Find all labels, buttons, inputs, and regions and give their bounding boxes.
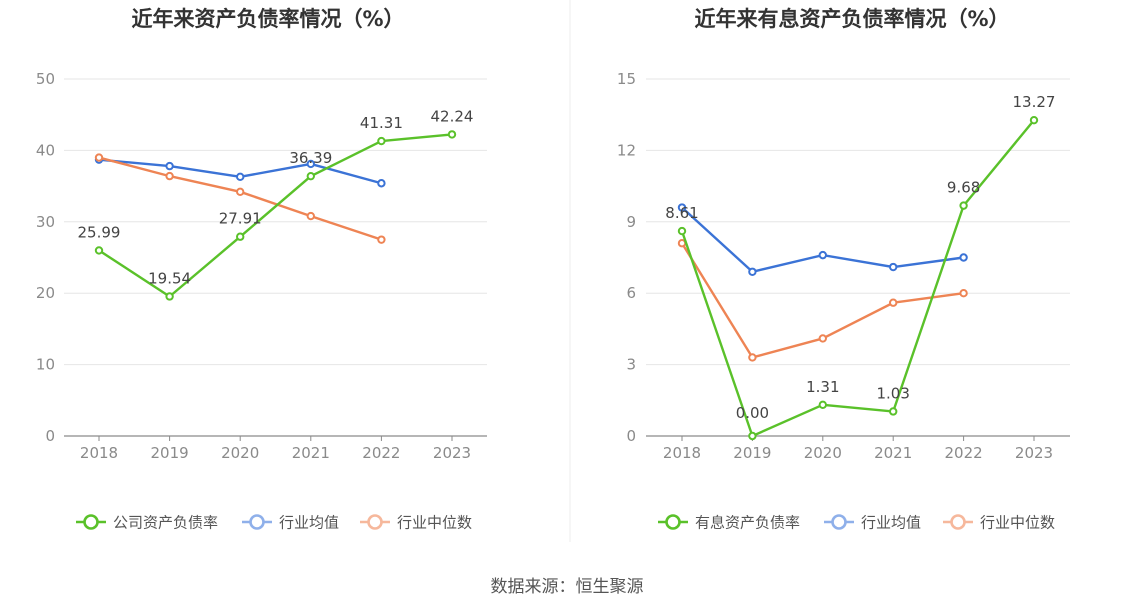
data-point-company-2019: [748, 431, 757, 441]
legend-marker-industry-median: [367, 514, 383, 530]
data-label-2023: 13.27: [1013, 93, 1056, 111]
source-note: 数据来源：恒生聚源: [491, 577, 644, 597]
asset-liability-ratio-chart: 近年来资产负债率情况（%） 0 10 20 30 40 50 2018 2019 2020 2021…: [36, 7, 487, 532]
y-tick-label-6: 6: [626, 284, 636, 302]
chart-title: 近年来有息资产负债率情况（%）: [694, 7, 1009, 31]
legend-item-industry-median: 行业中位数: [943, 514, 1055, 532]
y-tick-label-30: 30: [36, 213, 55, 231]
data-point-industry-average-2022: [377, 179, 386, 188]
x-tick-label-2023: 2023: [1015, 444, 1053, 462]
series-line-company: [680, 119, 1035, 438]
data-point-industry-median-2020: [818, 334, 827, 343]
interest-bearing-liability-ratio-chart: 近年来有息资产负债率情况（%） 0 3 6 9 12 15 2018 2019 2020 2021 2…: [617, 7, 1070, 532]
x-tick-label-2020: 2020: [804, 444, 842, 462]
data-point-industry-median-2022: [377, 235, 386, 244]
y-tick-label-15: 15: [617, 70, 636, 88]
x-tick-label-2022: 2022: [362, 444, 400, 462]
legend-item-company: 有息资产负债率: [658, 514, 800, 532]
data-point-industry-average-2020: [818, 250, 827, 260]
data-point-company-2022: [377, 136, 386, 146]
data-label-2022: 9.68: [947, 179, 980, 197]
y-tick-label-0: 0: [626, 427, 636, 445]
legend-label-industry-average: 行业均值: [861, 514, 921, 532]
x-tick-label-2023: 2023: [433, 444, 471, 462]
legend-marker-industry-median: [950, 514, 966, 530]
x-tick-label-2019: 2019: [733, 444, 771, 462]
legend-label-industry-average: 行业均值: [279, 514, 339, 532]
y-tick-label-50: 50: [36, 70, 55, 88]
legend-item-industry-median: 行业中位数: [360, 514, 472, 532]
y-tick-label-20: 20: [36, 284, 55, 302]
data-point-industry-median-2022: [959, 289, 968, 298]
legend-marker-company: [83, 514, 99, 530]
legend-marker-industry-average: [249, 514, 265, 530]
data-label-2019: 0.00: [736, 404, 769, 422]
data-point-industry-median-2020: [236, 187, 245, 197]
y-tick-label-40: 40: [36, 141, 55, 159]
data-label-2018: 25.99: [78, 223, 121, 241]
y-tick-label-9: 9: [626, 213, 636, 231]
legend-marker-industry-average: [831, 514, 847, 530]
data-point-company-2023: [447, 130, 457, 139]
y-tick-label-10: 10: [36, 356, 55, 374]
legend-item-company: 公司资产负债率: [76, 514, 218, 532]
y-tick-label-3: 3: [626, 356, 636, 374]
data-point-industry-median-2018: [94, 153, 104, 162]
data-point-industry-average-2021: [306, 159, 315, 169]
data-point-company-2022: [959, 201, 968, 210]
y-tick-label-12: 12: [617, 141, 636, 159]
data-point-company-2018: [677, 226, 687, 236]
data-label-2020: 27.91: [219, 210, 262, 228]
data-point-industry-median-2021: [889, 298, 898, 307]
x-tick-label-2021: 2021: [874, 444, 912, 462]
data-point-industry-average-2019: [748, 267, 757, 276]
legend-label-company: 有息资产负债率: [695, 514, 800, 532]
data-label-2022: 41.31: [360, 114, 403, 132]
legend-item-industry-average: 行业均值: [824, 514, 921, 532]
data-point-industry-average-2018: [677, 203, 687, 212]
data-point-industry-median-2021: [306, 211, 315, 221]
data-point-company-2018: [94, 246, 104, 255]
data-label-2023: 42.24: [431, 107, 474, 125]
y-tick-label-0: 0: [45, 427, 55, 445]
x-tick-label-2022: 2022: [945, 444, 983, 462]
data-label-2019: 19.54: [148, 269, 191, 287]
x-tick-label-2020: 2020: [221, 444, 259, 462]
data-point-industry-average-2021: [889, 262, 898, 272]
series-line-industry-average: [681, 206, 964, 273]
data-label-2021: 36.39: [289, 149, 332, 167]
data-point-company-2021: [306, 171, 315, 181]
data-point-company-2019: [165, 292, 174, 301]
legend-label-company: 公司资产负债率: [113, 514, 218, 532]
data-point-company-2021: [889, 407, 898, 416]
x-tick-label-2019: 2019: [151, 444, 189, 462]
legend-label-industry-median: 行业中位数: [397, 514, 472, 532]
x-tick-label-2018: 2018: [663, 444, 701, 462]
series-line-company: [98, 133, 453, 298]
data-point-industry-average-2019: [165, 161, 174, 171]
data-point-industry-median-2019: [748, 353, 757, 362]
data-point-industry-average-2022: [959, 253, 968, 262]
data-label-2018: 8.61: [665, 204, 698, 222]
data-point-industry-median-2019: [165, 171, 174, 181]
chart-title: 近年来资产负债率情况（%）: [131, 7, 404, 31]
data-point-company-2023: [1029, 115, 1039, 125]
data-label-2020: 1.31: [806, 378, 839, 396]
legend-label-industry-median: 行业中位数: [980, 514, 1055, 532]
legend-item-industry-average: 行业均值: [242, 514, 339, 532]
data-point-company-2020: [236, 232, 245, 241]
data-label-2021: 1.03: [876, 384, 909, 402]
x-tick-label-2018: 2018: [80, 444, 118, 462]
data-point-company-2020: [818, 400, 827, 410]
legend-marker-company: [665, 514, 681, 530]
x-tick-label-2021: 2021: [292, 444, 330, 462]
data-point-industry-average-2020: [236, 172, 245, 182]
